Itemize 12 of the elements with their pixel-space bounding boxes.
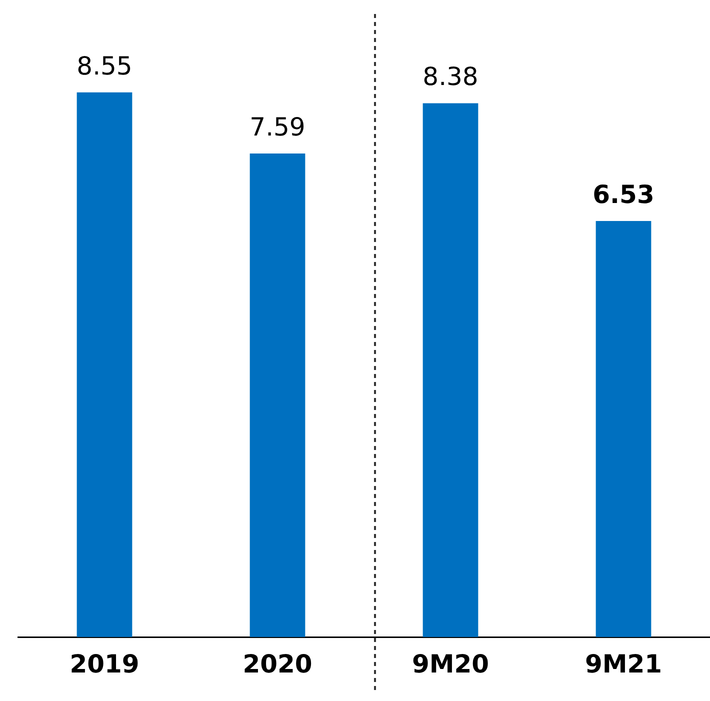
- data-label: 6.53: [592, 180, 654, 210]
- data-label: 8.38: [422, 62, 478, 92]
- x-tick-label: 9M21: [584, 650, 662, 678]
- x-tick-label: 9M20: [412, 650, 490, 678]
- bar: [76, 92, 132, 637]
- bar: [596, 221, 652, 637]
- data-label: 7.59: [250, 112, 306, 142]
- data-label: 8.55: [76, 51, 132, 80]
- x-tick-label: 2020: [242, 650, 312, 678]
- bar: [250, 154, 306, 637]
- bar: [422, 103, 478, 637]
- x-tick-label: 2019: [70, 650, 140, 678]
